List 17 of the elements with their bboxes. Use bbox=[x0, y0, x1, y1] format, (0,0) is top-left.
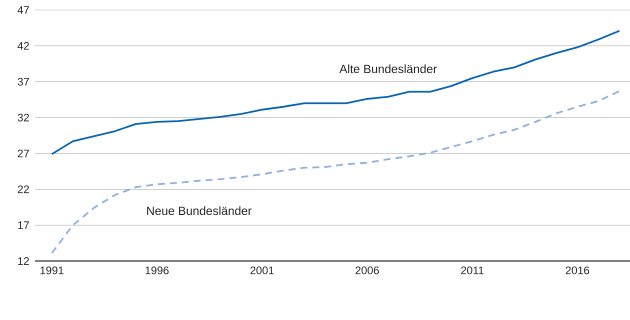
y-tick-label: 17 bbox=[18, 221, 29, 229]
x-tick-label: 1996 bbox=[146, 266, 169, 274]
y-tick-label: 12 bbox=[18, 257, 29, 265]
x-tick-label: 2006 bbox=[356, 266, 379, 274]
y-tick-label: 47 bbox=[18, 6, 29, 14]
series-label: Neue Bundesländer bbox=[147, 206, 252, 216]
x-tick-label: 1991 bbox=[40, 266, 64, 274]
x-tick-label: 2001 bbox=[250, 266, 274, 274]
x-tick-label: 2011 bbox=[461, 266, 484, 274]
line-series bbox=[50, 90, 620, 254]
x-tick-label: 2016 bbox=[566, 266, 590, 274]
y-tick-label: 42 bbox=[18, 42, 29, 50]
y-tick-label: 37 bbox=[18, 78, 29, 86]
y-tick-label: 22 bbox=[18, 185, 29, 194]
y-tick-label: 27 bbox=[18, 150, 29, 158]
y-tick-label: 32 bbox=[18, 114, 29, 122]
series-label: Alte Bundesländer bbox=[339, 64, 437, 74]
